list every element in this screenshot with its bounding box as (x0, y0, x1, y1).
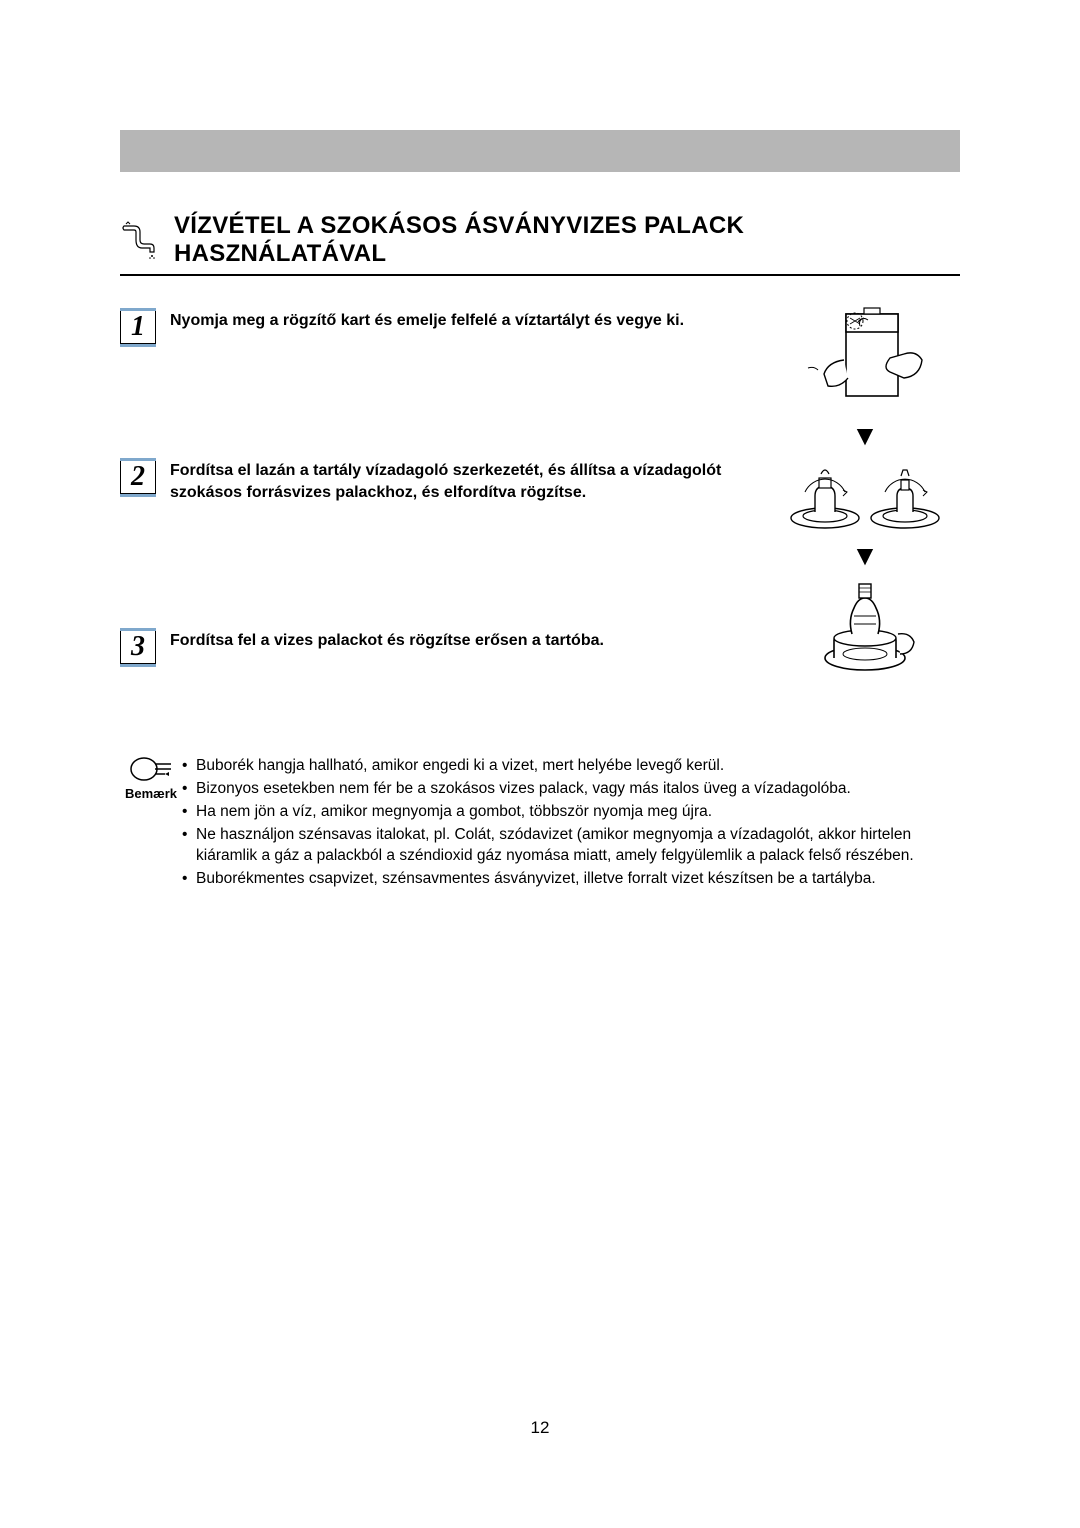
note-item: Buborék hangja hallható, amikor engedi k… (182, 756, 960, 777)
note-list: Buborék hangja hallható, amikor engedi k… (182, 756, 960, 892)
arrow-down-icon: ▼ (851, 422, 879, 450)
note-item: Bizonyos esetekben nem fér be a szokásos… (182, 779, 960, 800)
section-title-row: VÍZVÉTEL A SZOKÁSOS ÁSVÁNYVIZES PALACK H… (120, 212, 960, 276)
note-item: Buborékmentes csapvizet, szénsavmentes á… (182, 869, 960, 890)
note-block: Bemærk Buborék hangja hallható, amikor e… (120, 756, 960, 892)
step-number-badge: 3 (120, 628, 156, 667)
page-number: 12 (0, 1418, 1080, 1438)
diagram-column: ▼ ▼ (770, 306, 960, 686)
step-text: Fordítsa fel a vizes palackot és rögzíts… (170, 626, 604, 652)
step-2: 2 Fordítsa el lazán a tartály vízadagoló… (120, 456, 770, 626)
faucet-icon (120, 220, 160, 260)
step-number-badge: 2 (120, 458, 156, 497)
step-3: 3 Fordítsa fel a vizes palackot és rögzí… (120, 626, 770, 686)
header-bar (120, 130, 960, 172)
note-item: Ha nem jön a víz, amikor megnyomja a gom… (182, 802, 960, 823)
step-text: Fordítsa el lazán a tartály vízadagoló s… (170, 456, 770, 503)
note-label: Bemærk (120, 786, 182, 801)
manual-page: VÍZVÉTEL A SZOKÁSOS ÁSVÁNYVIZES PALACK H… (0, 0, 1080, 1528)
section-title: VÍZVÉTEL A SZOKÁSOS ÁSVÁNYVIZES PALACK H… (174, 212, 960, 268)
arrow-down-icon: ▼ (851, 542, 879, 570)
step-1: 1 Nyomja meg a rögzítő kart és emelje fe… (120, 306, 770, 456)
note-label-column: Bemærk (120, 756, 182, 892)
diagram-insert-bottle (810, 576, 920, 676)
diagram-adapter (785, 456, 945, 536)
note-item: Ne használjon szénsavas italokat, pl. Co… (182, 825, 960, 867)
diagram-remove-tank (800, 306, 930, 416)
steps-column: 1 Nyomja meg a rögzítő kart és emelje fe… (120, 306, 770, 686)
content-area: 1 Nyomja meg a rögzítő kart és emelje fe… (120, 306, 960, 686)
note-icon (129, 756, 173, 782)
step-text: Nyomja meg a rögzítő kart és emelje felf… (170, 306, 684, 332)
step-number-badge: 1 (120, 308, 156, 347)
